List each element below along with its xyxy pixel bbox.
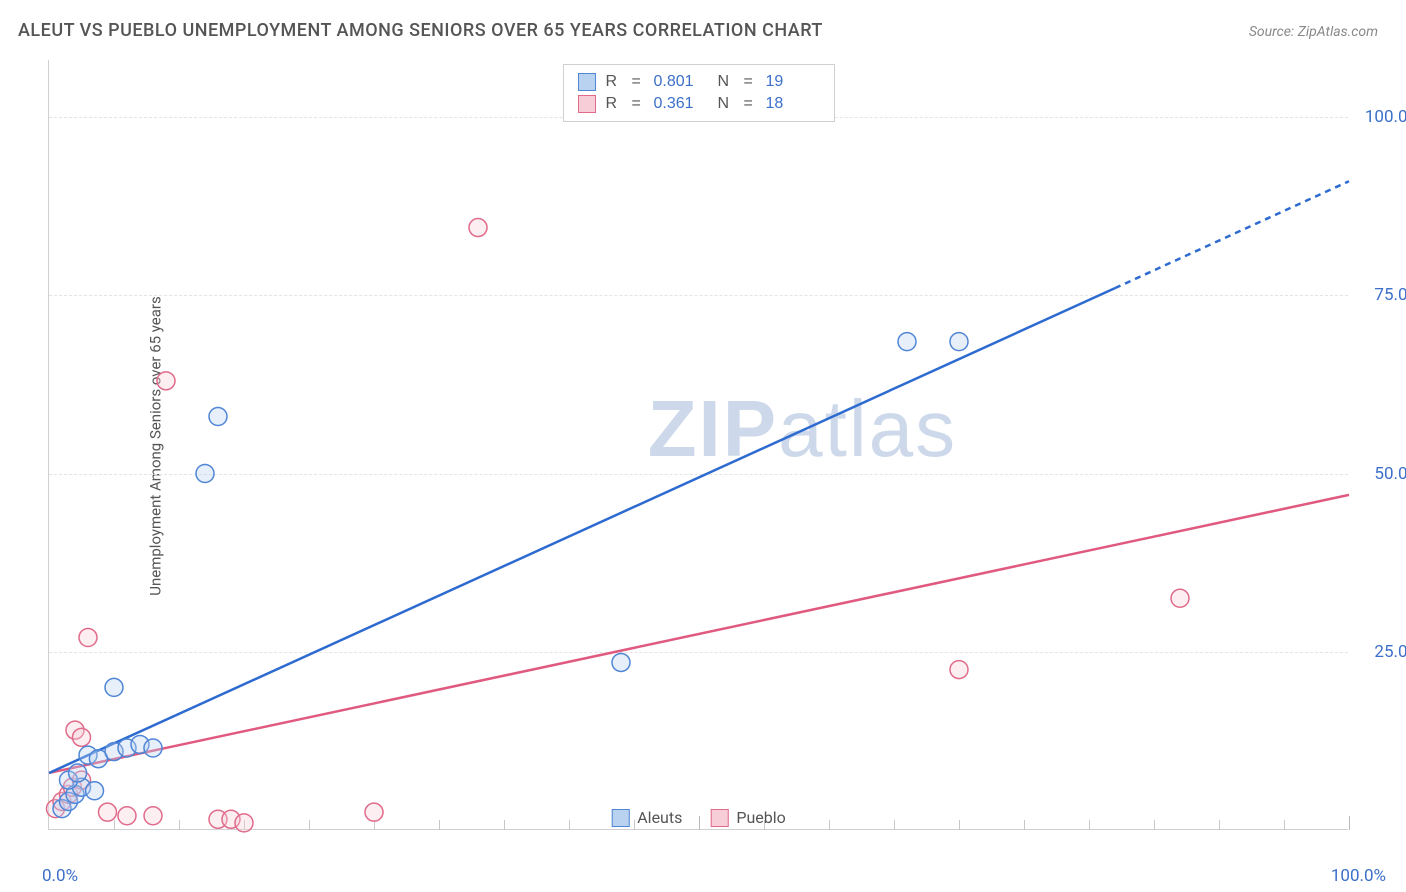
- scatter-point-aleuts: [898, 333, 916, 351]
- scatter-point-aleuts: [144, 739, 162, 757]
- y-tick-label: 75.0%: [1374, 285, 1406, 305]
- r-label: R: [606, 73, 622, 91]
- scatter-point-pueblo: [365, 803, 383, 821]
- n-label: N: [718, 95, 734, 113]
- scatter-point-pueblo: [118, 807, 136, 825]
- y-tick-label: 25.0%: [1374, 642, 1406, 662]
- n-label: N: [718, 73, 734, 91]
- n-value: 19: [766, 73, 820, 91]
- correlation-legend-row: R = 0.801 N = 19: [578, 71, 820, 93]
- scatter-point-pueblo: [157, 372, 175, 390]
- page-title: ALEUT VS PUEBLO UNEMPLOYMENT AMONG SENIO…: [18, 20, 823, 41]
- y-tick-label: 100.0%: [1365, 107, 1406, 127]
- scatter-point-pueblo: [950, 661, 968, 679]
- correlation-legend: R = 0.801 N = 19 R = 0.361 N = 18: [563, 64, 835, 122]
- series-legend-item: Pueblo: [710, 808, 785, 827]
- equals: =: [632, 95, 644, 113]
- scatter-point-pueblo: [144, 807, 162, 825]
- legend-swatch: [578, 73, 596, 91]
- n-value: 18: [766, 95, 820, 113]
- series-legend-label: Pueblo: [736, 808, 785, 827]
- scatter-point-pueblo: [79, 629, 97, 647]
- equals: =: [744, 73, 756, 91]
- series-legend-item: Aleuts: [611, 808, 682, 827]
- equals: =: [632, 73, 644, 91]
- series-legend: Aleuts Pueblo: [611, 808, 786, 827]
- scatter-point-pueblo: [469, 219, 487, 237]
- scatter-point-pueblo: [1171, 589, 1189, 607]
- chart-plot-area: ZIPatlas R=0.801N=19R=0.361N=18 AleutsPu…: [48, 60, 1348, 830]
- r-value: 0.361: [654, 95, 708, 113]
- legend-swatch: [611, 809, 629, 827]
- x-axis-max-label: 100.0%: [1331, 866, 1386, 886]
- legend-swatch: [578, 95, 596, 113]
- scatter-point-pueblo: [99, 803, 117, 821]
- scatter-point-aleuts: [105, 678, 123, 696]
- equals: =: [744, 95, 756, 113]
- r-label: R: [606, 95, 622, 113]
- series-legend-label: Aleuts: [637, 808, 682, 827]
- correlation-legend-row: R = 0.361 N = 18: [578, 93, 820, 115]
- scatter-points-layer: [49, 60, 1348, 829]
- scatter-point-aleuts: [196, 465, 214, 483]
- scatter-point-aleuts: [86, 782, 104, 800]
- scatter-point-aleuts: [209, 407, 227, 425]
- x-axis-origin-label: 0.0%: [42, 866, 78, 886]
- source-prefix: Source:: [1249, 24, 1298, 40]
- scatter-point-pueblo: [235, 814, 253, 832]
- legend-swatch: [710, 809, 728, 827]
- source-name: ZipAtlas.com: [1298, 24, 1378, 40]
- y-tick-label: 50.0%: [1374, 464, 1406, 484]
- x-tick: [1349, 816, 1350, 830]
- scatter-point-pueblo: [73, 728, 91, 746]
- scatter-point-aleuts: [950, 333, 968, 351]
- scatter-point-aleuts: [69, 764, 87, 782]
- r-value: 0.801: [654, 73, 708, 91]
- scatter-point-aleuts: [612, 653, 630, 671]
- source-credit: Source: ZipAtlas.com: [1249, 24, 1378, 40]
